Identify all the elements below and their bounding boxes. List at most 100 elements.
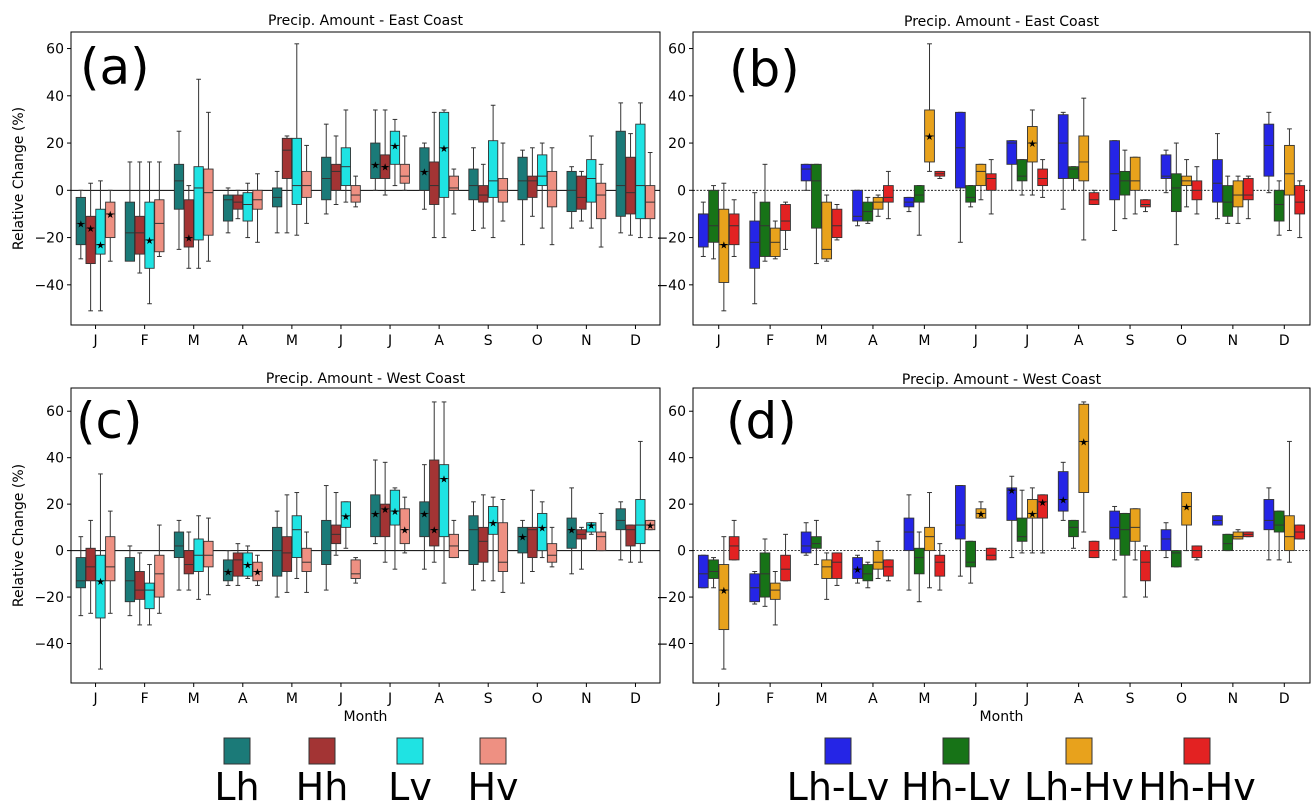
box-body [595,531,607,552]
box-body [144,201,155,269]
box-body [566,517,577,549]
box-Lv-O: ★ [537,501,548,559]
box-body [1129,156,1141,191]
x-tick-label: N [581,691,591,707]
box-body [546,543,558,563]
box-body [399,163,410,184]
box-Lh-M [173,130,185,250]
box-Hv-A: ★ [252,554,263,586]
box-body [173,531,185,559]
box-Hv-F [154,161,165,257]
box-body [537,512,548,552]
y-tick-label: 0 [677,183,686,199]
box-Hh-Hv-S [1140,545,1151,598]
box-body [1129,508,1141,542]
box-Lh-A [222,187,234,234]
x-tick-label: D [1279,691,1290,707]
box-body [370,494,381,538]
box-Lh-Lv-A [852,189,863,227]
box-Lh-Lv-M [903,494,915,591]
y-tick-label: 20 [46,497,64,513]
significance-marker: ★ [371,509,380,520]
box-Hh-M [281,135,293,234]
box-Hh-Lv-S [1119,149,1131,220]
box-body [517,156,528,201]
significance-marker: ★ [390,141,399,152]
box-Hh-M: ★ [183,185,194,269]
legend-label-Lv: Lv [388,765,432,803]
box-Hh-Lv-N [1222,175,1234,224]
significance-marker: ★ [96,577,105,588]
box-Lh-Hv-S [1129,508,1141,561]
box-body [831,552,843,579]
box-Hh-S [478,494,489,582]
y-tick-label: −20 [34,231,64,247]
box-body [852,189,863,222]
y-tick-label: 60 [668,404,686,420]
box-body [718,208,730,283]
box-body [985,547,997,561]
box-Hh-Lv-J [1016,159,1028,196]
y-tick-label: 20 [668,136,686,152]
box-Hh-Lv-F [759,163,771,262]
box-body [1181,492,1192,526]
legend-label-Hh-Lv: Hh-Lv [901,765,1011,803]
significance-marker: ★ [184,234,193,245]
y-tick-label: 40 [46,451,64,467]
box-Lh-Lv-J [955,111,966,243]
box-body [1078,403,1090,493]
box-body [1027,126,1038,163]
box-body [154,554,165,598]
box-Lh-Lv-D [1263,487,1275,561]
box-Lh-Lv-D [1263,111,1275,194]
box-Hh-A: ★ [429,401,440,563]
box-Hh-Lv-F [759,538,771,607]
box-body [811,536,822,549]
significance-marker: ★ [1079,437,1088,448]
x-tick-label: J [92,333,97,349]
plot-frame [692,387,1311,684]
box-Lv-F [144,564,155,626]
box-Hh-Lv-D [1273,510,1285,561]
box-body [872,196,884,210]
box-Lh-Lv-J [697,554,709,589]
box-body [1170,550,1182,568]
legend-swatch-Hh-Lv [942,737,970,765]
box-body [242,192,253,222]
box-body [370,142,381,179]
box-Lv-M [291,43,302,236]
significance-marker: ★ [440,475,449,486]
box-body [1160,529,1172,552]
box-body [468,515,479,565]
box-Lh-Lv-S [1109,505,1120,561]
box-Hv-M [301,144,312,224]
x-tick-label: J [1024,333,1029,349]
box-body [1109,510,1120,540]
box-body [595,182,607,220]
box-Lv-A: ★ [438,401,450,584]
box-Hh-Hv-J [985,159,997,215]
x-tick-label: M [286,333,298,349]
box-body [399,508,410,545]
box-Lh-Hv-N [1232,175,1244,224]
box-Lh-Lv-O [1160,522,1172,559]
significance-marker: ★ [253,568,262,579]
x-tick-label: S [1126,333,1135,349]
legend-left: Lh Hh Lv Hv [214,737,519,803]
box-Lv-S: ★ [488,496,499,582]
box-body [419,501,430,538]
box-Hv-J [350,175,361,208]
box-body [924,526,935,552]
box-Hh-Hv-A [883,559,894,582]
x-tick-label: O [532,333,543,349]
box-Hh-Hv-N [1242,531,1254,538]
box-body [1057,471,1069,512]
box-Lh-Hv-D [1284,128,1295,231]
box-body [1191,545,1203,559]
box-body [955,485,966,540]
significance-marker: ★ [719,241,728,252]
box-body [105,536,116,582]
box-body [301,547,312,572]
box-body [708,559,719,579]
x-tick-label: D [1279,333,1290,349]
